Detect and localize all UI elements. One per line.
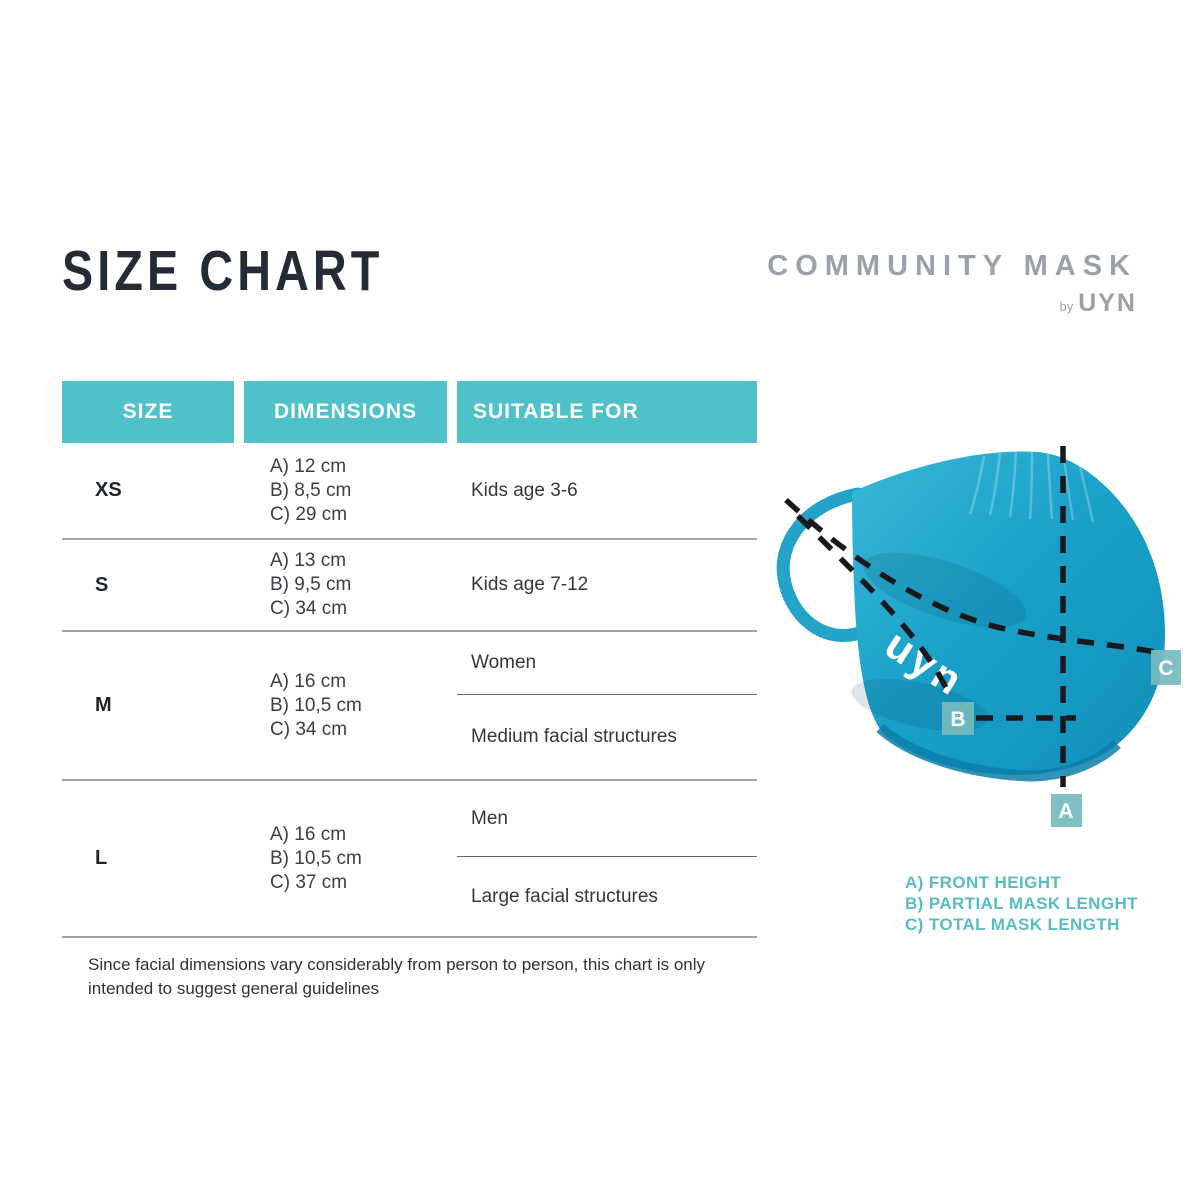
mask-rib-texture	[968, 450, 1095, 523]
table-row-xs: XS A) 12 cm B) 8,5 cm C) 29 cm Kids age …	[62, 443, 757, 538]
label-b: B	[950, 708, 965, 731]
dimension-line: B) 10,5 cm	[270, 847, 362, 869]
label-a: A	[1058, 800, 1073, 823]
dimension-line: A) 12 cm	[270, 455, 347, 477]
suitable-item: Women	[471, 652, 537, 673]
dimension-line: B) 9,5 cm	[270, 574, 352, 595]
dimensions-cell: A) 16 cm B) 10,5 cm C) 37 cm	[244, 781, 457, 936]
suitable-item: Medium facial structures	[471, 726, 677, 747]
table-header-row: SIZE DIMENSIONS SUITABLE FOR	[62, 381, 757, 443]
measure-line-c	[784, 497, 1161, 656]
ear-loop	[776, 487, 869, 642]
table-row-s: S A) 13 cm B) 9,5 cm C) 34 cm Kids age 7…	[62, 540, 757, 630]
size-label: XS	[95, 479, 122, 501]
dimensions-cell: A) 13 cm B) 9,5 cm C) 34 cm	[244, 540, 457, 630]
label-box-c	[1151, 650, 1181, 685]
suitable-cell: Women Medium facial structures	[457, 632, 757, 779]
legend-line-a: A) FRONT HEIGHT	[905, 873, 1062, 892]
measure-labels: B C A	[942, 650, 1181, 827]
measure-line-b	[796, 514, 951, 694]
dimension-line: C) 34 cm	[270, 598, 348, 619]
suitable-divider	[457, 694, 757, 695]
table-row-l: L A) 16 cm B) 10,5 cm C) 37 cm Men Large…	[62, 781, 757, 936]
header-suitable-for: SUITABLE FOR	[457, 381, 757, 443]
row-divider	[62, 779, 757, 781]
size-table: SIZE DIMENSIONS SUITABLE FOR XS A) 12 cm…	[62, 381, 757, 1001]
brand-block: COMMUNITY MASK by UYN	[767, 250, 1137, 318]
brand-byline: by UYN	[767, 289, 1137, 318]
dimension-line: A) 16 cm	[270, 670, 347, 692]
dimension-line: A) 16 cm	[270, 823, 347, 845]
suitable-cell: Kids age 3-6	[471, 479, 578, 501]
row-divider	[62, 630, 757, 632]
mask-bottom-band	[876, 723, 1121, 782]
mask-diagram: uyn B C A	[770, 440, 1182, 860]
table-bottom-divider	[62, 936, 757, 938]
dimension-line: B) 8,5 cm	[270, 479, 352, 501]
measurement-lines	[784, 446, 1161, 787]
brand-by-text: by	[1059, 299, 1074, 314]
footnote: Since facial dimensions vary considerabl…	[88, 955, 706, 998]
size-label: L	[95, 847, 108, 869]
label-c: C	[1158, 657, 1173, 680]
size-label: S	[95, 573, 109, 596]
measurement-legend: A) FRONT HEIGHT B) PARTIAL MASK LENGHT C…	[905, 872, 1138, 935]
dimensions-cell: A) 16 cm B) 10,5 cm C) 34 cm	[244, 632, 457, 779]
dimension-line: C) 29 cm	[270, 503, 348, 525]
suitable-item: Men	[471, 807, 508, 829]
dimension-line: C) 37 cm	[270, 871, 348, 893]
mask-illustration: uyn B C A	[776, 446, 1181, 827]
legend-line-c: C) TOTAL MASK LENGTH	[905, 915, 1120, 934]
uyn-logo: UYN	[1078, 289, 1137, 317]
suitable-cell: Men Large facial structures	[457, 781, 757, 936]
mask-body	[852, 451, 1166, 775]
suitable-cell: Kids age 7-12	[471, 574, 589, 595]
header-size: SIZE	[62, 381, 234, 443]
dimension-line: A) 13 cm	[270, 550, 347, 571]
row-divider	[62, 538, 757, 540]
suitable-item: Large facial structures	[471, 885, 658, 907]
dimensions-cell: A) 12 cm B) 8,5 cm C) 29 cm	[244, 443, 457, 538]
size-label: M	[95, 694, 112, 716]
suitable-divider	[457, 856, 757, 857]
header-dimensions: DIMENSIONS	[244, 381, 447, 443]
dimension-line: C) 34 cm	[270, 718, 348, 740]
brand-title: COMMUNITY MASK	[767, 250, 1137, 282]
dimension-line: B) 10,5 cm	[270, 694, 362, 716]
page-title: SIZE CHART	[62, 239, 384, 303]
label-box-a	[1051, 794, 1082, 827]
label-box-b	[942, 702, 974, 735]
legend-line-b: B) PARTIAL MASK LENGHT	[905, 894, 1138, 913]
table-row-m: M A) 16 cm B) 10,5 cm C) 34 cm Women Med…	[62, 632, 757, 779]
